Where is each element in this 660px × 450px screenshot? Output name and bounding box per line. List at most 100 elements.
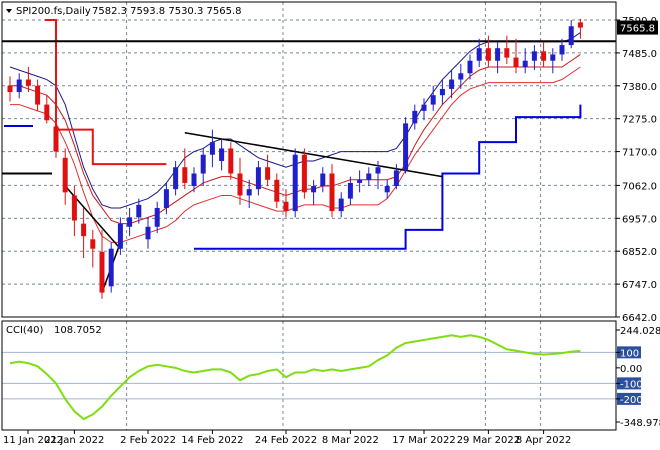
- date-label: 24 Feb 2022: [255, 435, 317, 446]
- cci-level-box: [617, 346, 641, 359]
- date-label: 11 Jan 2022: [3, 435, 63, 446]
- bull-candle: [412, 110, 418, 124]
- bull-candle: [16, 79, 22, 93]
- bear-candle: [541, 51, 547, 61]
- bull-candle: [439, 88, 445, 96]
- red-trailing-stop: [45, 19, 167, 166]
- price-tick-label: 6642.0: [622, 313, 657, 324]
- bull-candle: [531, 51, 537, 61]
- bull-candle: [117, 223, 123, 249]
- bear-candle: [513, 57, 519, 67]
- cci-panel: [2, 334, 616, 421]
- bull-candle: [108, 248, 114, 287]
- price-tick-label: 6957.0: [622, 214, 657, 225]
- bear-candle: [90, 239, 96, 249]
- bear-candle: [71, 195, 77, 221]
- panel-frames: [1, 1, 617, 431]
- bull-candle: [347, 182, 353, 199]
- bull-candle: [495, 48, 501, 61]
- price-tick-label: 7062.0: [622, 181, 657, 192]
- price-panel-frame: [1, 1, 617, 318]
- bear-candle: [7, 85, 13, 93]
- cci-line: [9, 334, 581, 421]
- date-label: 14 Feb 2022: [181, 435, 243, 446]
- bear-candle: [35, 85, 41, 105]
- bear-candle: [99, 251, 105, 293]
- bear-candle: [25, 79, 31, 86]
- bear-candle: [283, 201, 289, 212]
- bear-candle: [182, 167, 188, 183]
- bull-candle: [430, 95, 436, 105]
- cci-tick-label: -100: [620, 379, 643, 390]
- bull-candle: [163, 189, 169, 208]
- bull-candle: [421, 104, 427, 111]
- price-tick-label: 7275.0: [622, 115, 657, 126]
- current-price-label: 7565.8: [620, 24, 655, 35]
- bull-candle: [136, 204, 142, 218]
- bull-candle: [191, 173, 197, 187]
- bull-candle: [154, 207, 160, 227]
- date-label: 29 Mar 2022: [457, 435, 520, 446]
- bull-candle: [568, 26, 574, 46]
- bear-candle: [329, 173, 335, 212]
- cci-value: 108.7052: [54, 325, 102, 336]
- bull-candle: [255, 167, 261, 190]
- date-label: 17 Mar 2022: [392, 435, 455, 446]
- blue-trailing-stop: [194, 104, 582, 250]
- date-label: 21 Jan 2022: [44, 435, 104, 446]
- bear-candle: [265, 167, 271, 180]
- price-tick-label: 7380.0: [622, 82, 657, 93]
- axis-labels: 7590.07485.07380.07275.07170.07062.06957…: [3, 16, 660, 446]
- chart-header: SPI200.fs,Daily 7582.3 7593.8 7530.3 756…: [6, 6, 242, 17]
- bull-candle: [200, 154, 206, 174]
- bull-candle: [366, 173, 372, 180]
- date-label: 8 Apr 2022: [516, 435, 571, 446]
- cci-label: CCI(40): [6, 325, 44, 336]
- bull-candle: [292, 154, 298, 212]
- bear-candle: [62, 157, 68, 193]
- bear-candle: [44, 104, 50, 121]
- cci-header: CCI(40) 108.7052: [6, 325, 102, 336]
- price-tick-label: 7170.0: [622, 148, 657, 159]
- bull-candle: [384, 186, 390, 193]
- bull-candle: [476, 48, 482, 61]
- bull-candle: [145, 226, 151, 240]
- bull-candle: [357, 179, 363, 183]
- bull-candle: [173, 167, 179, 190]
- bull-candle: [522, 60, 528, 67]
- current-price-box: [617, 20, 658, 35]
- bull-candle: [458, 73, 464, 80]
- cci-panel-frame: [1, 320, 617, 431]
- cci-level-box: [617, 377, 641, 390]
- trendline: [184, 132, 443, 178]
- bear-candle: [228, 148, 234, 174]
- bull-candle: [320, 173, 326, 187]
- ohlc-values: 7582.3 7593.8 7530.3 7565.8: [92, 6, 242, 17]
- bull-candle: [219, 148, 225, 161]
- cci-level-box: [617, 392, 641, 405]
- bull-candle: [209, 142, 215, 155]
- bear-candle: [485, 48, 491, 61]
- date-label: 8 Mar 2022: [322, 435, 379, 446]
- bear-candle: [274, 179, 280, 202]
- bull-candle: [449, 79, 455, 89]
- dropdown-triangle-icon[interactable]: [6, 9, 12, 13]
- price-tick-label: 6852.0: [622, 247, 657, 258]
- bull-candle: [550, 54, 556, 61]
- cci-tick-label: 0.00: [620, 364, 642, 375]
- date-label: 2 Feb 2022: [120, 435, 176, 446]
- bull-candle: [338, 198, 344, 212]
- bear-candle: [301, 154, 307, 193]
- bear-candle: [81, 223, 87, 237]
- bull-candle: [246, 189, 252, 196]
- cci-tick-label: 244.0283: [620, 326, 660, 337]
- bull-candle: [393, 170, 399, 187]
- bull-candle: [467, 60, 473, 74]
- bull-candle: [311, 186, 317, 193]
- cci-tick-label: -200: [620, 395, 643, 406]
- bear-candle: [577, 22, 583, 28]
- cci-tick-label: -348.978: [620, 418, 660, 429]
